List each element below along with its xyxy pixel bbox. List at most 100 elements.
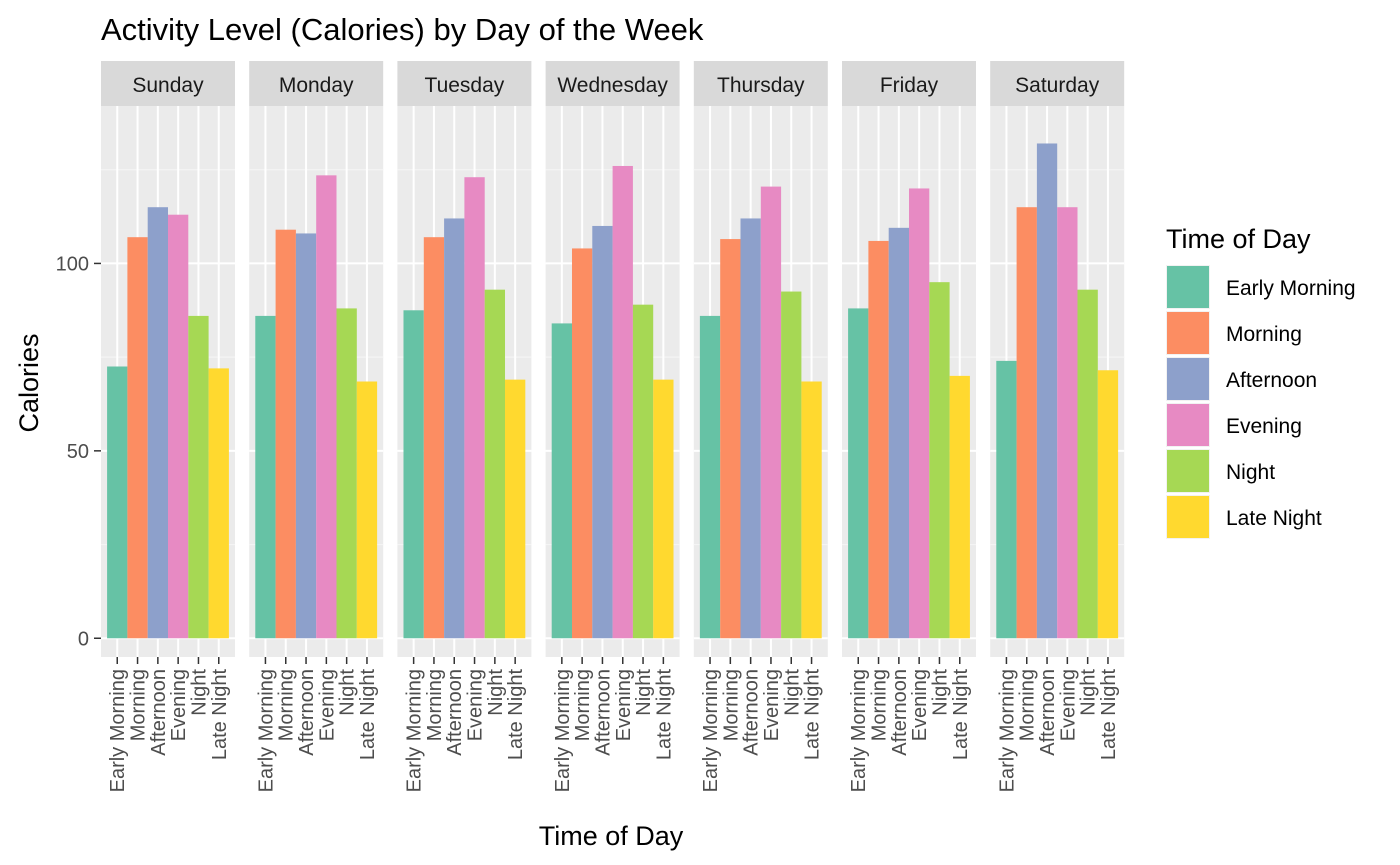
- x-tick-label: Late Night: [505, 669, 527, 761]
- x-tick-label: Early Morning: [107, 669, 129, 792]
- x-tick-label: Night: [1078, 669, 1100, 716]
- x-tick-label: Morning: [572, 669, 594, 741]
- x-tick-label: Late Night: [653, 669, 675, 761]
- legend-swatch-morning: [1167, 312, 1209, 354]
- bar-monday-afternoon: [295, 233, 317, 639]
- bar-saturday-night: [1077, 289, 1098, 639]
- x-tick-label: Early Morning: [404, 669, 426, 792]
- legend: Time of Day Early Morning Morning Afternoo…: [1166, 224, 1356, 539]
- facet-panel-monday: Monday Early MorningMorningAfternoonEveni…: [249, 61, 384, 792]
- bar-thursday-night: [781, 291, 802, 639]
- x-tick-label: Morning: [1017, 669, 1039, 741]
- bar-friday-morning: [868, 240, 889, 639]
- x-tick-label: Early Morning: [848, 669, 870, 792]
- legend-label-early-morning: Early Morning: [1226, 277, 1356, 300]
- bar-wednesday-late-night: [653, 379, 674, 639]
- bar-tuesday-morning: [423, 237, 445, 639]
- y-axis-title: Calories: [14, 333, 44, 432]
- legend-swatch-late-night: [1167, 496, 1209, 538]
- bar-monday-early-morning: [255, 315, 276, 639]
- x-tick-label: Early Morning: [996, 669, 1018, 792]
- x-tick-label: Afternoon: [1037, 669, 1059, 756]
- x-tick-label: Night: [337, 669, 359, 716]
- bar-sunday-afternoon: [147, 207, 168, 639]
- y-axis: 0 50 100: [56, 253, 101, 650]
- facet-panel-saturday: Saturday Early MorningMorningAfternoonEve…: [990, 61, 1125, 792]
- bar-monday-late-night: [356, 381, 378, 639]
- chart-title: Activity Level (Calories) by Day of the …: [101, 12, 704, 47]
- x-tick-label: Morning: [869, 669, 891, 741]
- x-tick-label: Late Night: [950, 669, 972, 761]
- x-tick-label: Evening: [168, 669, 190, 741]
- x-tick-label: Late Night: [357, 669, 379, 761]
- x-tick-label: Night: [633, 669, 655, 716]
- bar-saturday-afternoon: [1036, 143, 1058, 639]
- bar-tuesday-night: [484, 289, 506, 639]
- bar-wednesday-early-morning: [551, 323, 572, 639]
- x-tick-label: Night: [781, 669, 803, 716]
- bar-friday-afternoon: [888, 227, 909, 639]
- x-tick-label: Evening: [1057, 669, 1079, 741]
- x-tick-label: Night: [929, 669, 951, 716]
- x-tick-label: Early Morning: [700, 669, 722, 792]
- bar-sunday-morning: [127, 237, 148, 639]
- x-tick-label: Afternoon: [296, 669, 318, 756]
- legend-swatch-evening: [1167, 404, 1209, 446]
- facet-strip-label: Wednesday: [557, 74, 668, 97]
- legend-label-evening: Evening: [1226, 415, 1302, 438]
- x-tick-label: Afternoon: [889, 669, 911, 756]
- x-tick-label: Evening: [613, 669, 635, 741]
- bar-wednesday-evening: [612, 165, 633, 639]
- bar-wednesday-morning: [571, 248, 593, 639]
- x-tick-label: Morning: [720, 669, 742, 741]
- x-tick-label: Late Night: [1098, 669, 1120, 761]
- x-tick-label: Morning: [424, 669, 446, 741]
- bar-thursday-morning: [720, 239, 741, 639]
- x-tick-label: Evening: [909, 669, 931, 741]
- bar-friday-night: [929, 282, 950, 639]
- facet-strip: [397, 61, 532, 106]
- bar-wednesday-afternoon: [592, 225, 613, 639]
- facet-strip-label: Thursday: [717, 74, 805, 97]
- bar-tuesday-late-night: [505, 379, 526, 639]
- x-tick-label: Early Morning: [255, 669, 277, 792]
- bar-sunday-evening: [168, 214, 189, 639]
- x-tick-label: Morning: [128, 669, 150, 741]
- x-tick-label: Late Night: [802, 669, 824, 761]
- x-tick-label: Afternoon: [592, 669, 614, 756]
- bar-friday-evening: [909, 188, 930, 639]
- bar-friday-early-morning: [848, 308, 869, 639]
- bar-tuesday-afternoon: [444, 218, 465, 639]
- facet-strip-label: Saturday: [1015, 74, 1100, 97]
- legend-title: Time of Day: [1166, 224, 1311, 254]
- x-tick-label: Night: [188, 669, 210, 716]
- y-tick-label: 100: [56, 253, 89, 275]
- facet-panel-tuesday: Tuesday Early MorningMorningAfternoonEven…: [397, 61, 532, 792]
- legend-label-late-night: Late Night: [1226, 507, 1322, 530]
- legend-swatch-early-morning: [1167, 266, 1209, 308]
- facet-strip: [693, 61, 828, 106]
- x-tick-label: Afternoon: [148, 669, 170, 756]
- x-tick-label: Evening: [465, 669, 487, 741]
- x-tick-label: Afternoon: [741, 669, 763, 756]
- bar-thursday-afternoon: [740, 218, 761, 639]
- y-tick-label: 50: [67, 441, 89, 463]
- facet-strip-label: Monday: [279, 74, 354, 97]
- bar-thursday-evening: [760, 186, 782, 639]
- bar-monday-night: [336, 308, 357, 639]
- bar-monday-morning: [275, 229, 296, 639]
- bar-tuesday-evening: [464, 177, 485, 639]
- x-tick-label: Evening: [316, 669, 338, 741]
- facet-strip: [249, 61, 384, 106]
- bar-sunday-early-morning: [107, 366, 128, 639]
- x-tick-label: Morning: [276, 669, 298, 741]
- bar-thursday-early-morning: [699, 315, 721, 639]
- facet-panel-thursday: Thursday Early MorningMorningAfternoonEve…: [693, 61, 828, 792]
- facet-strip: [842, 61, 976, 106]
- bar-monday-evening: [316, 175, 337, 639]
- x-tick-label: Evening: [761, 669, 783, 741]
- facet-panel-wednesday: Wednesday Early MorningMorningAfternoonEv…: [545, 61, 680, 792]
- bar-sunday-night: [188, 315, 209, 639]
